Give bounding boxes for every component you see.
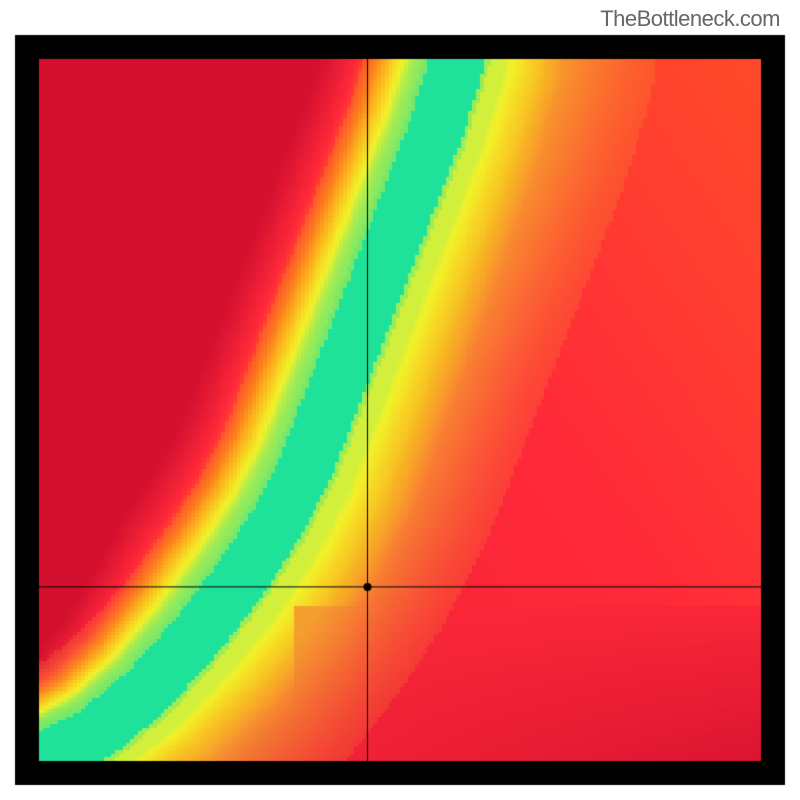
chart-container: TheBottleneck.com bbox=[0, 0, 800, 800]
bottleneck-heatmap bbox=[0, 0, 800, 800]
